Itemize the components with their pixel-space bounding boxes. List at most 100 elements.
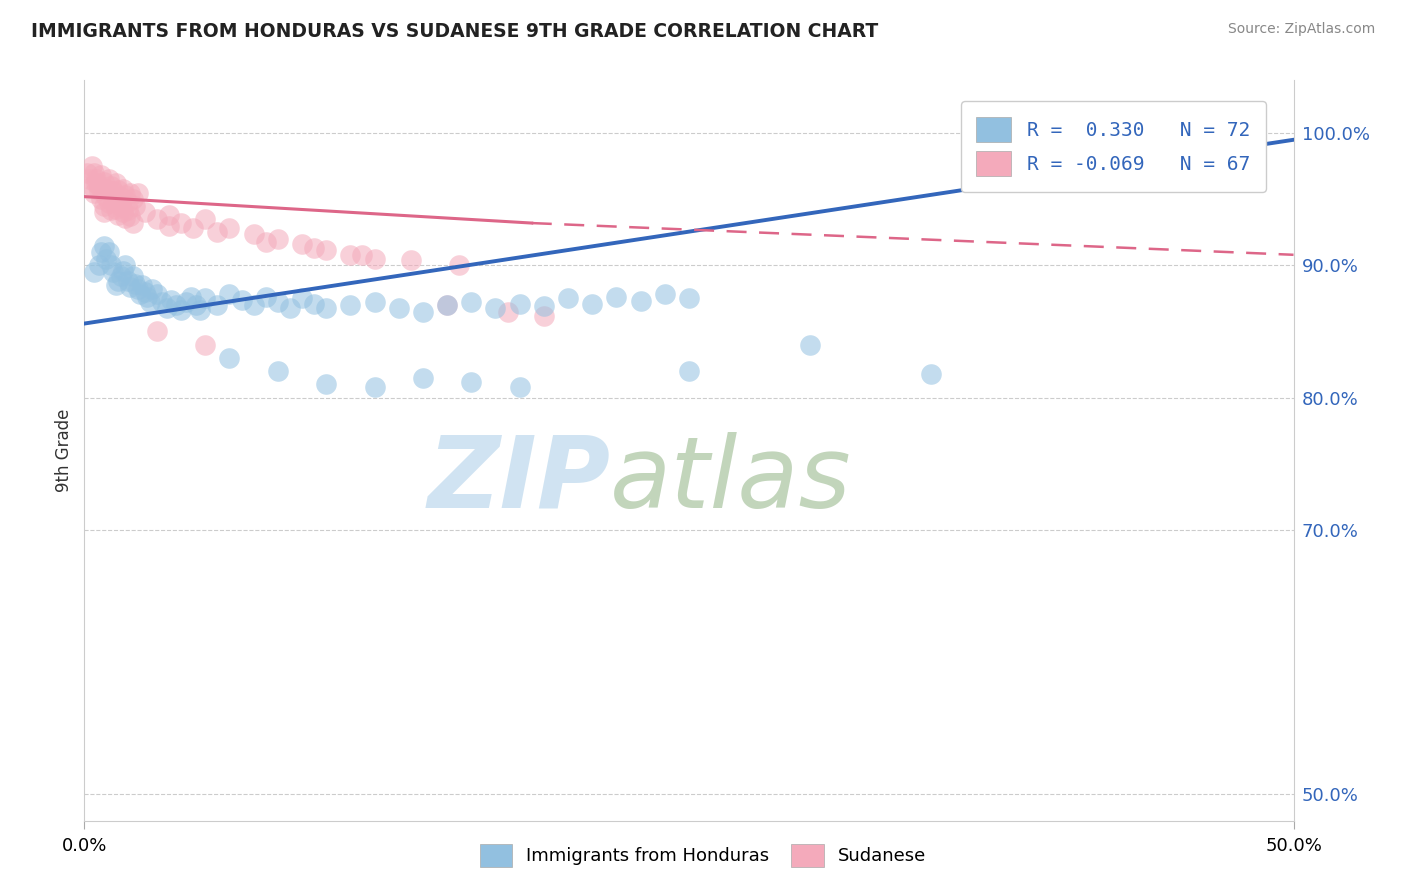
Point [160, 293, 183, 307]
Point [83, 265, 105, 279]
Point [218, 221, 240, 235]
Legend: R =  0.330   N = 72, R = -0.069   N = 67: R = 0.330 N = 72, R = -0.069 N = 67 [960, 101, 1265, 192]
Point [231, 293, 253, 307]
Point [112, 182, 135, 196]
Point [114, 259, 136, 273]
Point [218, 351, 240, 365]
Point [1185, 155, 1208, 169]
Point [412, 370, 434, 384]
Point [124, 199, 146, 213]
Point [127, 282, 149, 296]
Point [302, 296, 325, 310]
Point [134, 205, 156, 219]
Point [157, 208, 180, 222]
Point [90, 245, 112, 260]
Point [170, 216, 193, 230]
Point [267, 364, 290, 378]
Point [581, 296, 603, 310]
Point [496, 304, 519, 318]
Y-axis label: 9th Grade: 9th Grade [55, 409, 73, 492]
Point [124, 277, 146, 291]
Point [170, 303, 193, 318]
Point [100, 202, 122, 217]
Point [254, 290, 277, 304]
Point [86, 172, 108, 186]
Point [110, 189, 132, 203]
Point [315, 243, 337, 257]
Point [100, 259, 122, 273]
Text: IMMIGRANTS FROM HONDURAS VS SUDANESE 9TH GRADE CORRELATION CHART: IMMIGRANTS FROM HONDURAS VS SUDANESE 9TH… [31, 22, 879, 41]
Point [363, 295, 385, 310]
Legend: Immigrants from Honduras, Sudanese: Immigrants from Honduras, Sudanese [471, 835, 935, 876]
Point [136, 290, 159, 304]
Point [449, 259, 471, 273]
Point [129, 287, 152, 301]
Point [83, 166, 105, 180]
Point [103, 265, 125, 279]
Point [121, 216, 143, 230]
Point [97, 245, 120, 260]
Point [80, 159, 103, 173]
Point [117, 274, 139, 288]
Text: ZIP: ZIP [427, 432, 610, 529]
Point [103, 194, 125, 209]
Point [90, 192, 112, 206]
Point [97, 196, 120, 211]
Text: atlas: atlas [610, 432, 852, 529]
Point [315, 377, 337, 392]
Point [134, 285, 156, 299]
Point [654, 287, 676, 301]
Point [110, 199, 132, 213]
Point [93, 238, 115, 252]
Point [146, 287, 169, 301]
Point [533, 299, 555, 313]
Point [363, 252, 385, 266]
Point [86, 177, 108, 191]
Point [112, 263, 135, 277]
Point [194, 212, 217, 227]
Text: Source: ZipAtlas.com: Source: ZipAtlas.com [1227, 22, 1375, 37]
Point [97, 172, 120, 186]
Point [484, 301, 506, 315]
Point [87, 179, 110, 194]
Point [155, 301, 177, 315]
Point [630, 294, 652, 309]
Point [509, 296, 531, 310]
Point [388, 301, 411, 315]
Point [533, 309, 555, 323]
Point [254, 235, 277, 249]
Point [799, 337, 821, 351]
Point [315, 301, 337, 315]
Point [117, 202, 139, 217]
Point [436, 298, 458, 312]
Point [242, 298, 264, 312]
Point [120, 210, 142, 224]
Point [157, 219, 180, 233]
Point [509, 380, 531, 394]
Point [87, 259, 110, 273]
Point [104, 278, 127, 293]
Point [399, 253, 422, 268]
Point [110, 194, 132, 209]
Point [93, 199, 115, 213]
Point [267, 295, 290, 310]
Point [103, 185, 125, 199]
Point [363, 380, 385, 394]
Point [93, 205, 115, 219]
Point [678, 292, 700, 306]
Point [339, 298, 361, 312]
Point [302, 241, 325, 255]
Point [150, 295, 173, 310]
Point [83, 186, 105, 200]
Point [110, 268, 132, 283]
Point [107, 183, 129, 197]
Point [242, 227, 264, 241]
Point [93, 175, 115, 189]
Point [194, 292, 217, 306]
Point [460, 295, 482, 310]
Point [131, 278, 153, 293]
Point [94, 252, 117, 266]
Point [339, 248, 361, 262]
Point [207, 298, 229, 312]
Point [678, 364, 700, 378]
